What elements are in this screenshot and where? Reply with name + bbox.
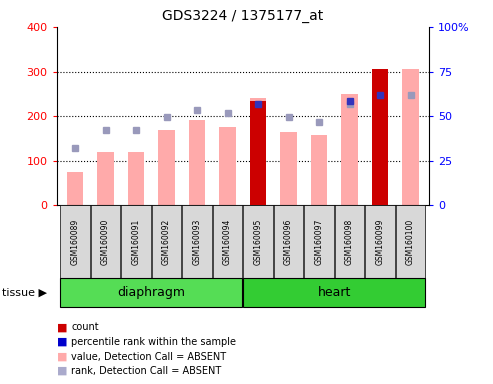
Bar	[158, 131, 175, 205]
Text: GSM160090: GSM160090	[101, 219, 110, 265]
Bar	[274, 205, 303, 278]
Text: GSM160100: GSM160100	[406, 219, 415, 265]
Bar	[305, 205, 334, 278]
Text: GSM160091: GSM160091	[132, 219, 141, 265]
Bar	[335, 205, 364, 278]
Bar	[372, 69, 388, 205]
Bar	[372, 69, 388, 205]
Text: GSM160096: GSM160096	[284, 219, 293, 265]
Bar	[60, 205, 90, 278]
Text: ■: ■	[57, 322, 67, 333]
Text: GSM160093: GSM160093	[193, 219, 202, 265]
Bar	[182, 205, 211, 278]
Text: ■: ■	[57, 366, 67, 376]
Text: GSM160097: GSM160097	[315, 219, 323, 265]
Bar	[97, 152, 114, 205]
Bar	[91, 205, 120, 278]
Text: GSM160094: GSM160094	[223, 219, 232, 265]
Bar	[280, 132, 297, 205]
Bar	[67, 172, 83, 205]
Bar	[121, 205, 151, 278]
Bar	[244, 278, 425, 307]
Bar	[244, 205, 273, 278]
Bar	[396, 205, 425, 278]
Text: ■: ■	[57, 351, 67, 362]
Bar	[341, 94, 358, 205]
Text: value, Detection Call = ABSENT: value, Detection Call = ABSENT	[71, 351, 227, 362]
Text: rank, Detection Call = ABSENT: rank, Detection Call = ABSENT	[71, 366, 222, 376]
Bar	[60, 278, 242, 307]
Bar	[311, 135, 327, 205]
Bar	[249, 101, 266, 205]
Text: tissue ▶: tissue ▶	[2, 288, 47, 298]
Bar	[365, 205, 395, 278]
Bar	[128, 152, 144, 205]
Text: GSM160099: GSM160099	[376, 219, 385, 265]
Text: GSM160098: GSM160098	[345, 219, 354, 265]
Bar	[189, 120, 206, 205]
Text: GSM160089: GSM160089	[70, 219, 79, 265]
Text: diaphragm: diaphragm	[117, 286, 185, 299]
Text: GSM160095: GSM160095	[253, 219, 263, 265]
Bar	[219, 127, 236, 205]
Text: percentile rank within the sample: percentile rank within the sample	[71, 337, 237, 347]
Text: heart: heart	[317, 286, 351, 299]
Text: GSM160092: GSM160092	[162, 219, 171, 265]
Bar	[402, 69, 419, 205]
Bar	[213, 205, 242, 278]
Bar	[249, 98, 266, 205]
Title: GDS3224 / 1375177_at: GDS3224 / 1375177_at	[162, 9, 323, 23]
Bar	[152, 205, 181, 278]
Text: ■: ■	[57, 337, 67, 347]
Text: count: count	[71, 322, 99, 333]
